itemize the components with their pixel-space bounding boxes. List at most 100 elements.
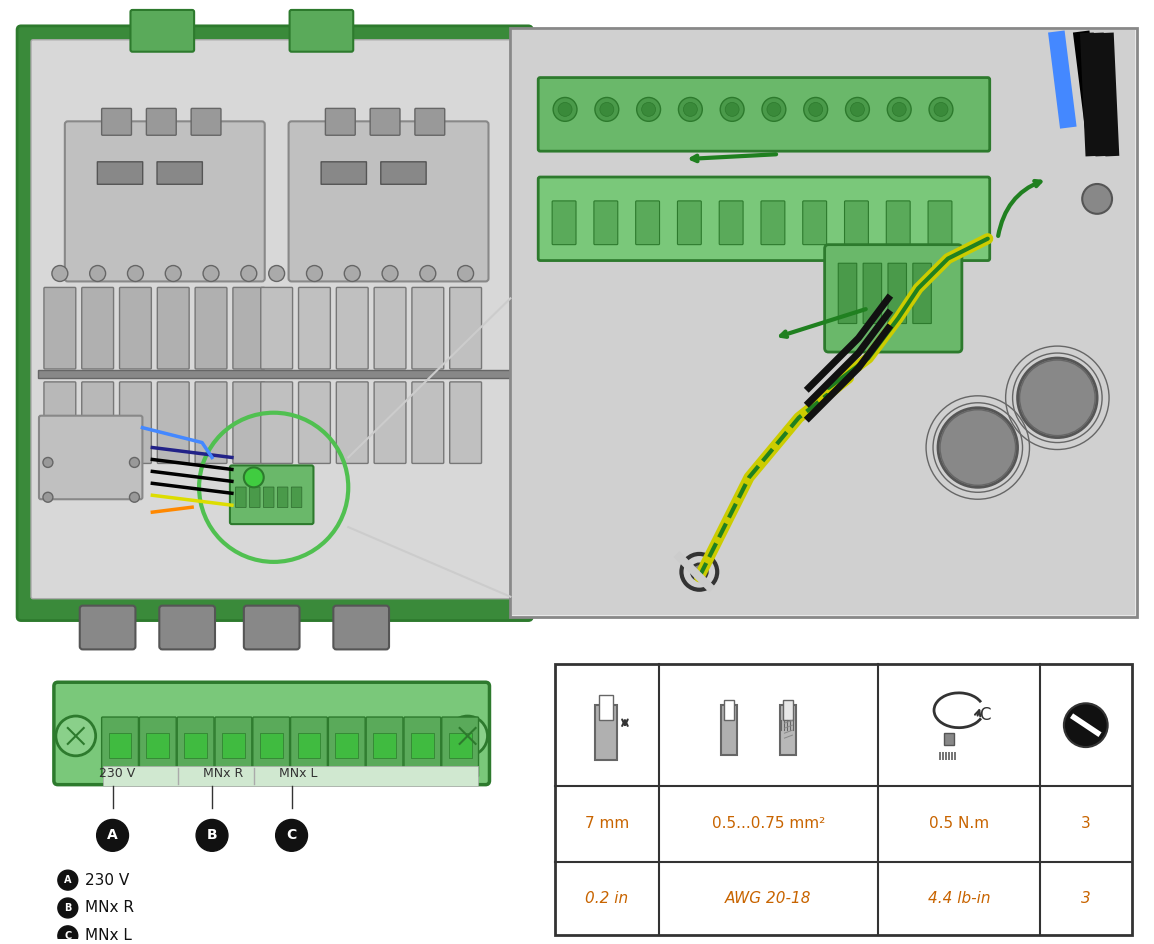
FancyBboxPatch shape	[54, 683, 489, 784]
FancyBboxPatch shape	[299, 287, 330, 369]
FancyBboxPatch shape	[195, 382, 227, 464]
Text: B: B	[65, 903, 72, 913]
FancyBboxPatch shape	[825, 244, 962, 352]
Text: B: B	[207, 829, 217, 842]
FancyBboxPatch shape	[887, 263, 907, 324]
Circle shape	[846, 97, 869, 122]
Bar	[780, 705, 796, 755]
Text: MNx L: MNx L	[84, 928, 132, 943]
Bar	[38, 370, 516, 378]
Circle shape	[129, 492, 140, 502]
Circle shape	[637, 97, 660, 122]
FancyBboxPatch shape	[291, 487, 302, 508]
Text: 3: 3	[1081, 817, 1091, 832]
FancyBboxPatch shape	[120, 382, 151, 464]
Bar	[222, 733, 245, 758]
FancyBboxPatch shape	[147, 109, 177, 135]
Circle shape	[929, 97, 953, 122]
Circle shape	[420, 265, 436, 281]
Circle shape	[55, 716, 96, 756]
FancyBboxPatch shape	[381, 161, 426, 184]
Bar	[108, 733, 132, 758]
FancyBboxPatch shape	[31, 40, 520, 598]
Circle shape	[642, 103, 655, 116]
Circle shape	[679, 97, 703, 122]
Bar	[510, 27, 1137, 616]
Circle shape	[762, 97, 786, 122]
Bar	[945, 752, 947, 760]
FancyBboxPatch shape	[39, 415, 142, 499]
Circle shape	[43, 458, 53, 467]
Circle shape	[1018, 358, 1097, 438]
Circle shape	[691, 564, 707, 580]
FancyBboxPatch shape	[334, 606, 389, 649]
Bar	[947, 752, 950, 760]
Bar	[185, 733, 207, 758]
FancyBboxPatch shape	[886, 201, 911, 244]
Bar	[721, 705, 736, 755]
Text: A: A	[65, 875, 72, 885]
Circle shape	[307, 265, 322, 281]
Bar	[724, 700, 734, 720]
Circle shape	[803, 97, 827, 122]
Text: A: A	[107, 829, 118, 842]
FancyBboxPatch shape	[159, 606, 215, 649]
FancyBboxPatch shape	[130, 10, 194, 52]
FancyBboxPatch shape	[845, 201, 869, 244]
Circle shape	[559, 103, 572, 116]
Text: 230 V: 230 V	[99, 767, 136, 781]
FancyBboxPatch shape	[17, 25, 532, 620]
Text: 0.5...0.75 mm²: 0.5...0.75 mm²	[712, 817, 825, 832]
Circle shape	[553, 97, 577, 122]
FancyBboxPatch shape	[192, 109, 220, 135]
Circle shape	[52, 265, 68, 281]
FancyBboxPatch shape	[140, 717, 177, 777]
FancyBboxPatch shape	[677, 201, 702, 244]
FancyBboxPatch shape	[803, 201, 826, 244]
FancyBboxPatch shape	[370, 109, 400, 135]
FancyBboxPatch shape	[261, 382, 293, 464]
Bar	[944, 733, 954, 745]
FancyBboxPatch shape	[253, 717, 290, 777]
FancyBboxPatch shape	[329, 717, 365, 777]
FancyBboxPatch shape	[863, 263, 882, 324]
Text: C: C	[65, 931, 72, 941]
FancyBboxPatch shape	[538, 77, 990, 151]
Text: 0.5 N.m: 0.5 N.m	[929, 817, 989, 832]
FancyBboxPatch shape	[44, 382, 76, 464]
FancyBboxPatch shape	[374, 287, 406, 369]
FancyBboxPatch shape	[442, 717, 479, 777]
FancyBboxPatch shape	[321, 161, 367, 184]
Circle shape	[43, 492, 53, 502]
FancyBboxPatch shape	[157, 382, 189, 464]
Circle shape	[600, 103, 614, 116]
FancyBboxPatch shape	[230, 465, 314, 524]
FancyBboxPatch shape	[243, 606, 300, 649]
Circle shape	[165, 265, 181, 281]
Bar	[939, 752, 941, 760]
Circle shape	[97, 819, 128, 851]
FancyBboxPatch shape	[913, 263, 931, 324]
FancyBboxPatch shape	[233, 382, 264, 464]
Circle shape	[458, 265, 473, 281]
Circle shape	[243, 467, 264, 487]
Circle shape	[58, 926, 77, 944]
Circle shape	[276, 819, 307, 851]
Circle shape	[683, 103, 697, 116]
FancyBboxPatch shape	[102, 109, 132, 135]
FancyBboxPatch shape	[594, 201, 617, 244]
Bar	[260, 733, 283, 758]
Circle shape	[58, 870, 77, 890]
FancyBboxPatch shape	[552, 201, 576, 244]
Bar	[595, 705, 617, 760]
Bar	[512, 30, 1134, 615]
FancyBboxPatch shape	[404, 717, 441, 777]
Circle shape	[850, 103, 864, 116]
FancyBboxPatch shape	[102, 717, 138, 777]
Bar	[449, 733, 472, 758]
FancyBboxPatch shape	[760, 201, 785, 244]
FancyBboxPatch shape	[450, 287, 481, 369]
Bar	[954, 752, 956, 760]
FancyBboxPatch shape	[412, 382, 444, 464]
Circle shape	[58, 898, 77, 918]
